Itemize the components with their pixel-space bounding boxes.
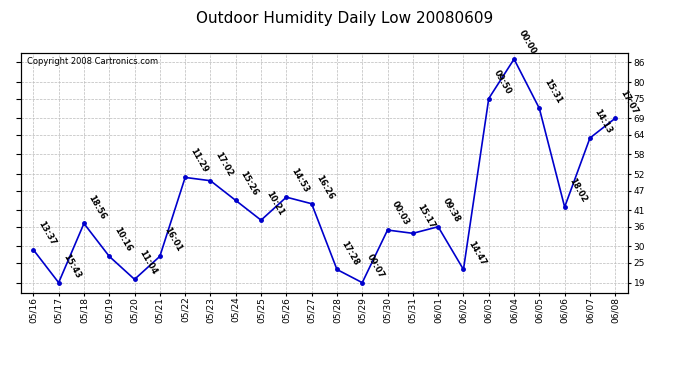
Text: 15:26: 15:26 — [239, 170, 259, 198]
Text: 17:02: 17:02 — [213, 150, 235, 178]
Text: 00:00: 00:00 — [517, 29, 538, 56]
Text: 09:07: 09:07 — [365, 252, 386, 280]
Text: 14:47: 14:47 — [466, 239, 487, 267]
Text: 00:03: 00:03 — [391, 200, 411, 227]
Text: 15:31: 15:31 — [542, 78, 563, 106]
Text: 15:17: 15:17 — [415, 203, 437, 231]
Text: 16:01: 16:01 — [163, 226, 184, 254]
Text: 17:28: 17:28 — [339, 239, 361, 267]
Text: 18:56: 18:56 — [87, 193, 108, 220]
Text: 11:04: 11:04 — [137, 249, 159, 277]
Text: 13:37: 13:37 — [36, 219, 57, 247]
Text: 17:07: 17:07 — [618, 88, 639, 116]
Text: Copyright 2008 Cartronics.com: Copyright 2008 Cartronics.com — [27, 57, 158, 66]
Text: 11:29: 11:29 — [188, 147, 209, 175]
Text: Outdoor Humidity Daily Low 20080609: Outdoor Humidity Daily Low 20080609 — [197, 11, 493, 26]
Text: 09:50: 09:50 — [491, 68, 513, 96]
Text: 10:21: 10:21 — [264, 190, 285, 217]
Text: 15:43: 15:43 — [61, 252, 83, 280]
Text: 16:26: 16:26 — [315, 173, 335, 201]
Text: 10:16: 10:16 — [112, 226, 133, 254]
Text: 14:53: 14:53 — [289, 167, 311, 194]
Text: 09:38: 09:38 — [441, 196, 462, 224]
Text: 14:13: 14:13 — [593, 108, 614, 135]
Text: 18:02: 18:02 — [567, 177, 589, 204]
